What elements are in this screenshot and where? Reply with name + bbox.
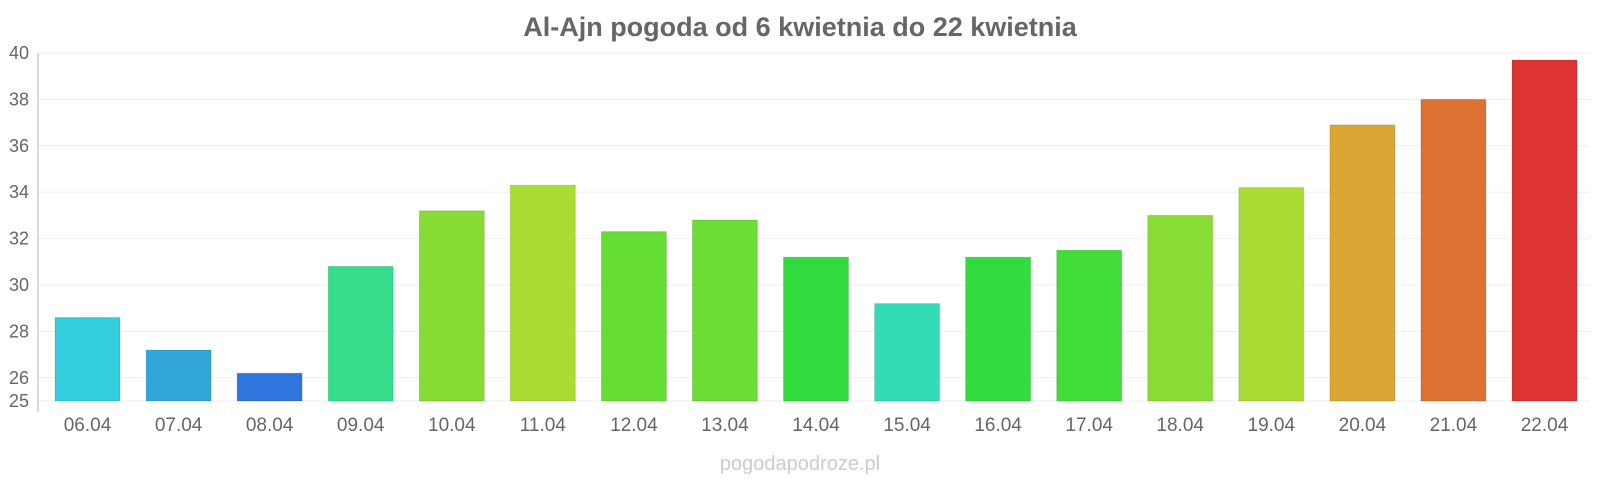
x-tick-label: 13.04 bbox=[701, 415, 749, 436]
y-tick-label: 25 bbox=[9, 391, 29, 411]
bar-13.04 bbox=[691, 219, 758, 402]
x-tick-label: 18.04 bbox=[1156, 415, 1204, 436]
x-tick-label: 20.04 bbox=[1339, 415, 1387, 436]
y-tick-label: 36 bbox=[9, 136, 29, 156]
bar-21.04 bbox=[1420, 98, 1487, 402]
bar-11.04 bbox=[509, 184, 576, 402]
bar-19.04 bbox=[1238, 187, 1305, 402]
bar-15.04 bbox=[874, 303, 941, 402]
y-tick-label: 38 bbox=[9, 89, 29, 109]
x-tick-label: 21.04 bbox=[1430, 415, 1478, 436]
x-tick-label: 17.04 bbox=[1065, 415, 1113, 436]
y-tick-label: 32 bbox=[9, 229, 29, 249]
bar-09.04 bbox=[327, 265, 394, 402]
bar-22.04 bbox=[1511, 59, 1578, 402]
bar-12.04 bbox=[600, 231, 667, 402]
y-tick-label: 34 bbox=[9, 182, 29, 202]
bar-17.04 bbox=[1056, 249, 1123, 402]
bar-16.04 bbox=[965, 256, 1032, 402]
y-tick-label: 28 bbox=[9, 321, 29, 341]
x-tick-label: 12.04 bbox=[610, 415, 658, 436]
x-tick-label: 07.04 bbox=[155, 415, 203, 436]
x-tick-label: 11.04 bbox=[520, 415, 567, 436]
x-tick-label: 08.04 bbox=[246, 415, 294, 436]
bar-20.04 bbox=[1329, 124, 1396, 402]
bar-06.04 bbox=[54, 317, 121, 402]
chart-title: Al-Ajn pogoda od 6 kwietnia do 22 kwietn… bbox=[523, 12, 1078, 42]
x-axis-tick-labels: 06.04 07.04 08.04 09.04 10.04 11.04 12.04 13.04… bbox=[64, 415, 1569, 436]
x-tick-label: 22.04 bbox=[1521, 415, 1569, 436]
bar-18.04 bbox=[1147, 214, 1214, 402]
y-tick-label: 40 bbox=[9, 43, 29, 63]
x-tick-label: 09.04 bbox=[337, 415, 385, 436]
bar-07.04 bbox=[145, 349, 212, 402]
x-tick-label: 19.04 bbox=[1248, 415, 1296, 436]
y-tick-label: 30 bbox=[9, 275, 29, 295]
x-tick-label: 10.04 bbox=[428, 415, 476, 436]
bar-14.04 bbox=[783, 256, 849, 402]
y-axis-tick-labels: 25 26 28 30 32 34 36 38 40 bbox=[9, 43, 29, 411]
bar-08.04 bbox=[236, 372, 303, 402]
watermark: pogodapodroze.pl bbox=[720, 453, 880, 475]
x-tick-label: 16.04 bbox=[974, 415, 1022, 436]
x-tick-label: 06.04 bbox=[64, 415, 112, 436]
x-tick-label: 14.04 bbox=[792, 415, 840, 436]
bars bbox=[54, 59, 1578, 402]
x-tick-label: 15.04 bbox=[883, 415, 931, 436]
y-tick-label: 26 bbox=[9, 368, 29, 388]
bar-10.04 bbox=[418, 210, 485, 402]
